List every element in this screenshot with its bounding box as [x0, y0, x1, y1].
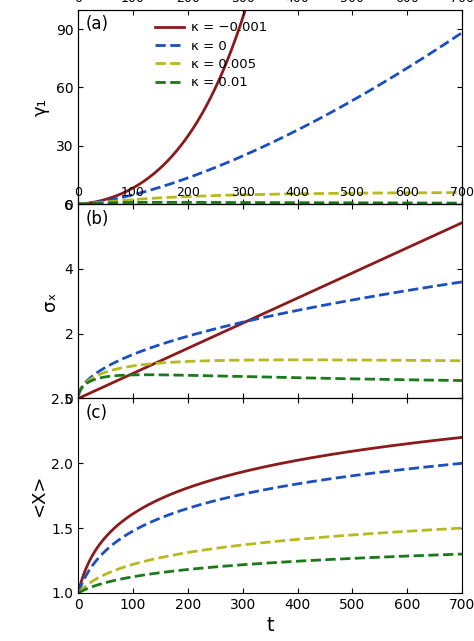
Text: (a): (a) [86, 15, 109, 33]
Y-axis label: σₓ: σₓ [41, 292, 59, 311]
Text: (c): (c) [86, 404, 108, 422]
Text: (b): (b) [86, 210, 109, 228]
Y-axis label: γ₁: γ₁ [32, 98, 50, 116]
X-axis label: t: t [266, 616, 274, 635]
Legend: κ = −0.001, κ = 0, κ = 0.005, κ = 0.01: κ = −0.001, κ = 0, κ = 0.005, κ = 0.01 [150, 16, 273, 95]
Y-axis label: <X>: <X> [30, 474, 48, 517]
